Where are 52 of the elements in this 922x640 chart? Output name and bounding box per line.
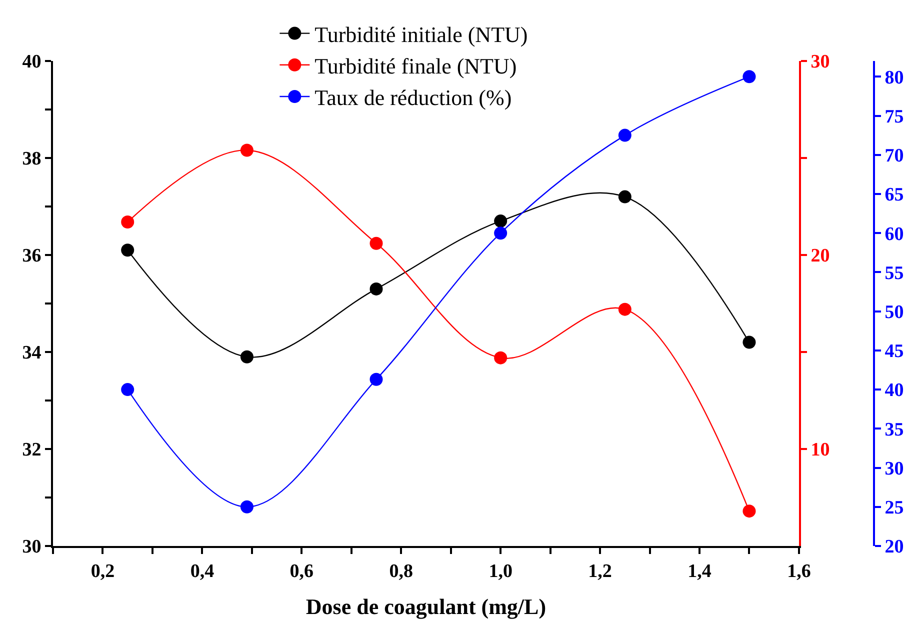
y-tick-label: 40: [22, 52, 42, 73]
point: [121, 383, 134, 396]
y3-tick-label: 25: [884, 498, 904, 519]
point: [121, 244, 134, 257]
y3-tick-label: 80: [884, 67, 904, 88]
y3-tick-label: 30: [884, 458, 904, 480]
legend-label: Turbidité finale (NTU): [314, 53, 517, 78]
point: [742, 336, 756, 349]
point: [494, 226, 508, 240]
x-tick-label: 0,8: [389, 560, 413, 582]
point: [618, 190, 632, 204]
legend-label: Turbidité initiale (NTU): [314, 22, 528, 47]
y3-tick-label: 70: [884, 146, 904, 167]
point: [121, 216, 134, 229]
y3-tick-label: 60: [884, 224, 904, 245]
point: [742, 70, 756, 84]
x-tick-label: 0,4: [190, 560, 215, 582]
point: [240, 350, 254, 364]
y3-tick-label: 75: [884, 106, 904, 128]
y3-tick-label: 55: [884, 262, 904, 284]
point: [370, 372, 383, 386]
y3-tick-label: 65: [884, 184, 904, 206]
y3-tick-label: 50: [884, 302, 904, 323]
y-tick-label: 34: [22, 342, 42, 364]
y3-tick-label: 35: [884, 419, 904, 440]
x-tick-label: 0,6: [290, 560, 314, 582]
y2-tick-label: 10: [810, 440, 830, 461]
y-tick-label: 36: [22, 246, 42, 267]
x-tick-label: 1,0: [488, 560, 512, 582]
y2-tick-label: 30: [810, 52, 830, 73]
point: [370, 282, 383, 296]
point: [370, 236, 383, 250]
y-tick-label: 30: [22, 536, 42, 558]
x-tick-label: 1,6: [787, 560, 811, 582]
point: [240, 500, 254, 514]
y-tick-label: 32: [22, 440, 42, 461]
point: [742, 504, 756, 518]
y3-tick-label: 40: [884, 380, 904, 402]
legend-label: Taux de réduction (%): [314, 85, 512, 110]
point: [618, 302, 632, 316]
y2-tick-label: 20: [810, 246, 830, 267]
x-tick-label: 1,4: [688, 560, 712, 582]
point: [618, 128, 632, 142]
x-tick-label: 1,2: [588, 560, 612, 582]
x-tick-label: 0,2: [90, 560, 115, 582]
point: [240, 144, 254, 157]
point: [494, 351, 508, 364]
x-axis-title: Dose de coagulant (mg/L): [306, 594, 546, 620]
y-tick-label: 38: [22, 148, 42, 170]
y3-tick-label: 45: [884, 341, 904, 362]
point: [494, 214, 508, 228]
y3-tick-label: 20: [884, 536, 904, 558]
